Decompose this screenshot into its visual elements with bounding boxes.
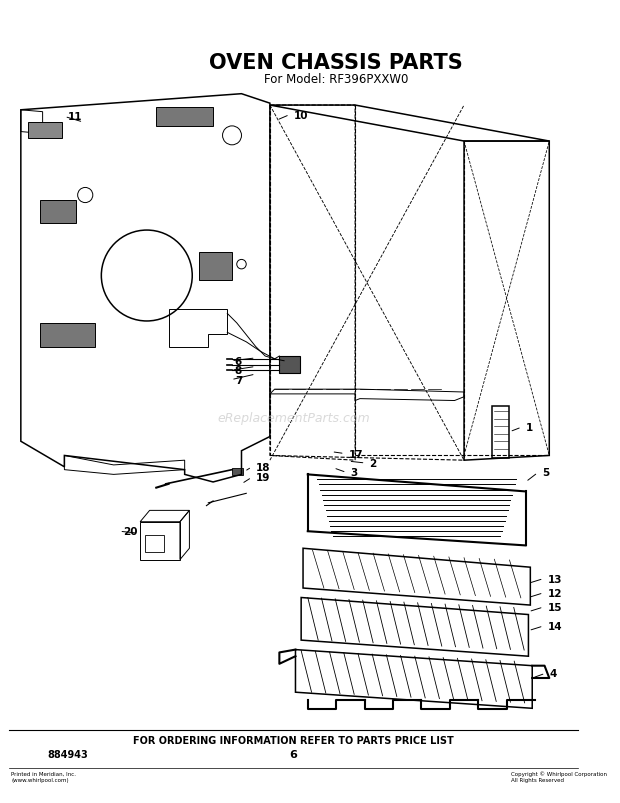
Text: 5: 5: [542, 468, 549, 478]
Text: FOR ORDERING INFORMATION REFER TO PARTS PRICE LIST: FOR ORDERING INFORMATION REFER TO PARTS …: [133, 735, 454, 744]
Text: 4: 4: [549, 668, 557, 679]
Text: 13: 13: [547, 574, 562, 584]
Text: 12: 12: [547, 588, 562, 598]
Text: 6: 6: [235, 357, 242, 366]
Polygon shape: [29, 123, 61, 139]
Text: 11: 11: [68, 112, 82, 122]
Text: 7: 7: [235, 375, 242, 385]
Polygon shape: [156, 108, 213, 127]
Text: For Model: RF396PXXW0: For Model: RF396PXXW0: [264, 73, 409, 86]
Bar: [232, 468, 244, 475]
Text: 15: 15: [547, 602, 562, 612]
Text: 2: 2: [370, 459, 376, 468]
Polygon shape: [40, 201, 76, 224]
Text: Printed in Meridian, Inc.: Printed in Meridian, Inc.: [11, 771, 76, 777]
Text: 6: 6: [290, 749, 298, 759]
Text: 884943: 884943: [47, 749, 88, 759]
Text: OVEN CHASSIS PARTS: OVEN CHASSIS PARTS: [210, 53, 463, 73]
Text: Copyright © Whirlpool Corporation: Copyright © Whirlpool Corporation: [512, 771, 608, 777]
Text: 8: 8: [235, 365, 242, 376]
Text: eReplacementParts.com: eReplacementParts.com: [217, 412, 370, 425]
Bar: [492, 406, 510, 459]
Bar: [280, 357, 300, 373]
Text: 10: 10: [294, 110, 308, 120]
Text: 17: 17: [348, 449, 363, 459]
Text: 19: 19: [255, 473, 270, 483]
Text: 1: 1: [526, 422, 533, 433]
Text: (www.whirlpool.com): (www.whirlpool.com): [11, 777, 69, 782]
Polygon shape: [40, 324, 95, 347]
Text: 20: 20: [123, 527, 138, 536]
Text: All Rights Reserved: All Rights Reserved: [512, 777, 564, 782]
Text: 14: 14: [547, 622, 562, 631]
Text: 18: 18: [255, 463, 270, 472]
Bar: [145, 536, 164, 552]
Text: 3: 3: [350, 468, 358, 478]
Polygon shape: [199, 252, 232, 281]
